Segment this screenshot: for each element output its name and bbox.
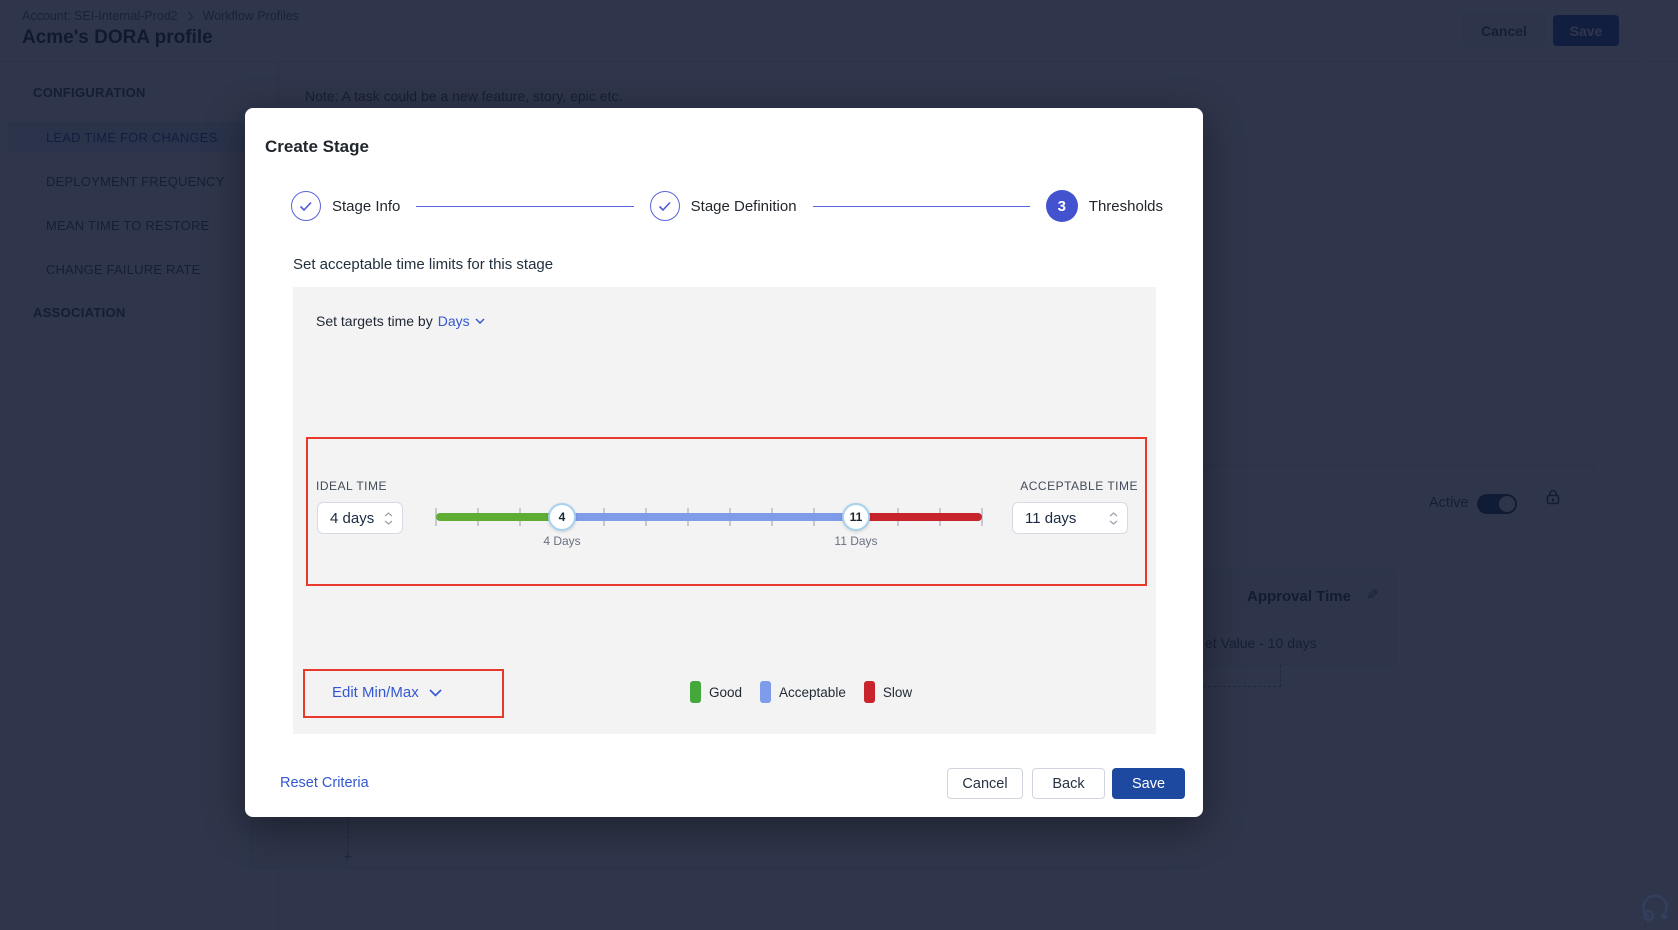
ideal-time-input[interactable] — [317, 502, 403, 534]
chevron-down-icon — [1109, 520, 1118, 525]
slider-segment-acceptable — [562, 513, 856, 521]
step-thresholds[interactable]: 3 Thresholds — [1045, 190, 1163, 222]
stepper: Stage Info Stage Definition 3 Thresholds — [291, 189, 1163, 223]
legend-label: Good — [709, 684, 743, 700]
threshold-slider: 4 11 4 Days 11 Days — [435, 487, 983, 557]
legend-item-acceptable: Acceptable — [760, 681, 846, 703]
step-number-badge: 3 — [1045, 190, 1078, 222]
unit-dropdown-value: Days — [437, 313, 470, 329]
legend-item-good: Good — [690, 681, 742, 703]
slider-handle-ideal[interactable]: 4 — [548, 503, 576, 531]
reset-criteria-link[interactable]: Reset Criteria — [280, 775, 369, 791]
legend-label: Acceptable — [779, 684, 846, 700]
step-stage-info[interactable]: Stage Info — [291, 191, 400, 221]
step-label: Stage Definition — [690, 197, 797, 215]
modal-save-button[interactable]: Save — [1112, 768, 1185, 799]
legend-swatch-good — [690, 681, 701, 703]
slider-handle-acceptable[interactable]: 11 — [842, 503, 870, 531]
legend-item-slow: Slow — [863, 681, 913, 703]
unit-dropdown[interactable]: Days — [438, 313, 485, 329]
slider-handle-label-acceptable: 11 Days — [834, 534, 878, 548]
chevron-down-icon — [384, 520, 393, 525]
step-connector-line — [416, 205, 634, 207]
slider-handle-label-ideal: 4 Days — [543, 534, 581, 548]
legend-swatch-slow — [863, 681, 875, 703]
chevron-up-icon — [1109, 511, 1118, 516]
step-done-check-icon — [649, 191, 680, 221]
acceptable-time-value[interactable] — [1013, 509, 1109, 527]
slider-segment-good — [436, 513, 562, 521]
edit-minmax-button[interactable]: Edit Min/Max — [332, 684, 442, 701]
chevron-down-icon — [429, 688, 442, 697]
chat-widget-icon[interactable] — [1636, 888, 1674, 930]
edit-minmax-label: Edit Min/Max — [332, 684, 419, 701]
slider-segment-slow — [856, 513, 982, 521]
step-connector-line — [812, 205, 1030, 207]
step-label: Stage Info — [332, 197, 401, 215]
slider-legend: Good Acceptable Slow — [690, 681, 912, 703]
modal-cancel-button[interactable]: Cancel — [947, 768, 1023, 799]
step-done-check-icon — [291, 191, 321, 221]
acceptable-time-stepper[interactable] — [1109, 511, 1127, 525]
acceptable-time-input[interactable] — [1012, 502, 1128, 534]
step-label: Thresholds — [1088, 197, 1163, 215]
set-targets-label: Set targets time by — [316, 313, 433, 329]
set-targets-row: Set targets time by Days — [316, 313, 485, 329]
modal-back-button[interactable]: Back — [1032, 768, 1105, 799]
thresholds-panel: Set targets time by Days IDEAL TIME ACCE… — [293, 287, 1156, 734]
ideal-time-stepper[interactable] — [384, 511, 402, 525]
modal-subtitle: Set acceptable time limits for this stag… — [293, 256, 554, 273]
create-stage-modal: Create Stage Stage Info Stage Definition… — [245, 108, 1203, 817]
step-stage-definition[interactable]: Stage Definition — [649, 191, 797, 221]
modal-title: Create Stage — [265, 137, 369, 156]
acceptable-time-label: ACCEPTABLE TIME — [1020, 479, 1138, 493]
legend-label: Slow — [882, 684, 913, 700]
legend-swatch-acceptable — [760, 681, 772, 703]
ideal-time-label: IDEAL TIME — [316, 479, 388, 493]
ideal-time-value[interactable] — [318, 509, 384, 527]
chevron-up-icon — [384, 511, 393, 516]
chevron-down-icon — [475, 318, 485, 324]
